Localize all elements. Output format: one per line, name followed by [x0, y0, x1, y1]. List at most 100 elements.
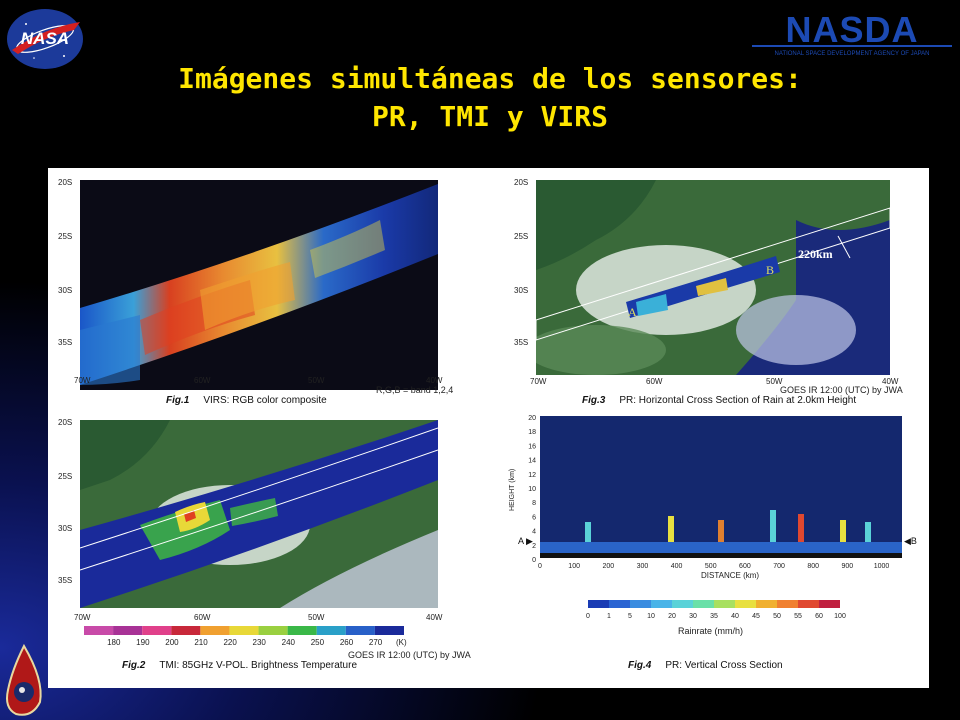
fig3-lon-3: 40W [882, 377, 899, 386]
fig3-lat-1: 25S [514, 232, 529, 241]
fig2-colorbar-label: 260 [340, 638, 354, 647]
fig4-colorbar-label: 100 [834, 613, 846, 620]
fig4-x-tick: 900 [842, 563, 854, 570]
fig4-rain-cell [798, 514, 804, 542]
fig4-rain-cell [668, 516, 674, 542]
fig4-colorbar-swatch [630, 600, 651, 608]
fig4-number: Fig.4 [628, 660, 652, 671]
fig2-colorbar-label: 190 [136, 638, 150, 647]
fig4-colorbar-label: 5 [628, 613, 632, 620]
nasa-logo: NASA [7, 9, 83, 69]
fig4-x-tick: 700 [773, 563, 785, 570]
fig1-lat-0: 20S [58, 178, 73, 187]
fig4-colorbar-label: 35 [710, 613, 718, 620]
fig4-caption: Fig.4 PR: Vertical Cross Section [628, 660, 783, 671]
fig4-colorbar-swatch [819, 600, 840, 608]
fig4-colorbar-swatch [735, 600, 756, 608]
svg-text:NASDA: NASDA [785, 10, 918, 50]
fig2-number: Fig.2 [122, 660, 146, 671]
fig2-lat-1: 25S [58, 472, 73, 481]
fig2-lat-0: 20S [58, 418, 73, 427]
svg-text:B: B [766, 263, 774, 277]
fig1-note: R,G,B = band 1,2,4 [376, 385, 454, 395]
fig4-y-tick: 8 [532, 500, 536, 507]
fig1-lat-1: 25S [58, 232, 73, 241]
fig4-ylabel: HEIGHT (km) [509, 469, 516, 511]
fig2-lon-3: 40W [426, 613, 443, 622]
fig4-colorbar-label: 55 [794, 613, 802, 620]
fig4-x-tick: 1000 [874, 563, 890, 570]
fig4-colorbar-swatch [609, 600, 630, 608]
fig1-lon-3: 40W [426, 376, 443, 385]
fig2-colorbar-label: 240 [282, 638, 296, 647]
fig2-lat-2: 30S [58, 524, 73, 533]
fig4-colorbar-swatch [672, 600, 693, 608]
fig4-rain-cell [865, 522, 871, 542]
fig3-lat-0: 20S [514, 178, 529, 187]
fig2-colorbar-label: 200 [165, 638, 179, 647]
fig3-lat-2: 30S [514, 286, 529, 295]
fig4-colorbar-label: 40 [731, 613, 739, 620]
title-line-1: Imágenes simultáneas de los sensores: [178, 62, 802, 95]
fig4-colorbar-label: 45 [752, 613, 760, 620]
fig4-colorbar-label: 30 [689, 613, 697, 620]
slide-title: Imágenes simultáneas de los sensores: PR… [120, 60, 860, 136]
fig1-number: Fig.1 [166, 395, 190, 406]
fig3-lon-2: 50W [766, 377, 783, 386]
fig4-y-tick: 4 [532, 529, 536, 536]
fig4-surface [540, 553, 902, 558]
fig4-rain-cell [718, 520, 724, 542]
fig2-caption-text: TMI: 85GHz V-POL. Brightness Temperature [159, 660, 358, 671]
fig4-x-tick: 500 [705, 563, 717, 570]
fig2-lon-1: 60W [194, 613, 211, 622]
mission-patch-logo [6, 643, 42, 716]
fig4-y-tick: 16 [528, 443, 536, 450]
fig4-x-tick: 100 [568, 563, 580, 570]
fig2-colorbar-label: 210 [194, 638, 208, 647]
svg-text:NATIONAL SPACE DEVELOPMENT AGE: NATIONAL SPACE DEVELOPMENT AGENCY OF JAP… [775, 51, 930, 57]
fig1-lon-2: 50W [308, 376, 325, 385]
fig4-caption-text: PR: Vertical Cross Section [665, 660, 783, 671]
fig4-colorbar-label: 60 [815, 613, 823, 620]
fig2-colorbar-swatch [345, 626, 375, 635]
fig2-note: GOES IR 12:00 (UTC) by JWA [348, 650, 471, 660]
fig2-colorbar-swatch [229, 626, 259, 635]
title-line-2: PR, TMI y VIRS [371, 100, 608, 133]
fig2-lat-3: 35S [58, 576, 73, 585]
fig4-colorbar-swatch [693, 600, 714, 608]
fig2-colorbar-swatch [84, 626, 114, 635]
fig2-colorbar-swatch [171, 626, 201, 635]
fig2-caption: Fig.2 TMI: 85GHz V-POL. Brightness Temper… [122, 660, 357, 671]
fig4-colorbar-unit: Rainrate (mm/h) [678, 626, 744, 636]
fig3-lon-0: 70W [530, 377, 547, 386]
fig1-virs-image [80, 180, 438, 390]
fig2-colorbar-unit: (K) [396, 638, 407, 647]
fig1-lon-0: 70W [74, 376, 91, 385]
fig3-number: Fig.3 [582, 395, 606, 406]
fig4-x-tick: 800 [807, 563, 819, 570]
fig4-marker-b: ◀B [904, 536, 917, 546]
fig4-x-tick: 0 [538, 563, 542, 570]
fig4-colorbar-label: 0 [586, 613, 590, 620]
fig4-y-tick: 6 [532, 514, 536, 521]
fig2-colorbar-label: 270 [369, 638, 383, 647]
fig4-x-tick: 400 [671, 563, 683, 570]
fig2-tmi-image [80, 420, 438, 608]
fig4-x-tick: 300 [637, 563, 649, 570]
fig4-rain-cell [770, 510, 776, 542]
fig2-colorbar-label: 220 [223, 638, 237, 647]
fig2-colorbar-swatch [113, 626, 143, 635]
fig4-colorbar-swatch [798, 600, 819, 608]
fig4-colorbar-label: 20 [668, 613, 676, 620]
fig4-x-tick: 200 [602, 563, 614, 570]
fig4-colorbar-swatch [588, 600, 609, 608]
fig3-pr-horizontal-image: A B 220km [536, 180, 890, 375]
fig4-colorbar: 0 1 5 10 20 30 35 40 45 50 55 60 100 [586, 600, 846, 620]
fig4-y-tick: 12 [528, 472, 536, 479]
figure-panel: 20S 25S 30S 35S 70W 60W 50W 40W R,G,B = … [48, 168, 929, 688]
fig4-y-tick: 18 [528, 429, 536, 436]
fig2-colorbar-swatch [142, 626, 172, 635]
fig1-caption: Fig.1 VIRS: RGB color composite [166, 395, 327, 406]
fig4-colorbar-label: 1 [607, 613, 611, 620]
fig2-colorbar-label: 250 [311, 638, 325, 647]
